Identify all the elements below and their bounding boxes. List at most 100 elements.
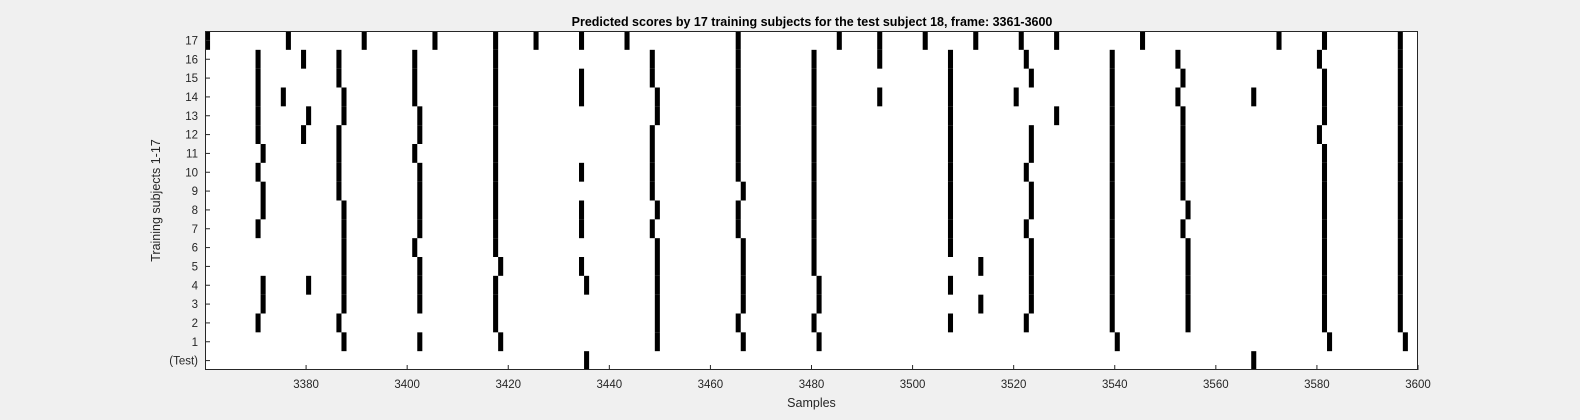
score-marker	[654, 275, 660, 295]
score-marker	[533, 31, 539, 50]
score-marker	[579, 219, 585, 239]
score-marker	[654, 313, 660, 333]
score-marker	[740, 181, 746, 201]
score-marker	[1251, 87, 1257, 107]
score-marker	[417, 257, 423, 276]
score-marker	[493, 68, 499, 88]
score-marker	[811, 106, 817, 126]
score-marker	[1321, 200, 1328, 220]
score-marker	[1397, 181, 1403, 201]
score-marker	[740, 257, 746, 276]
score-marker	[816, 275, 822, 295]
score-marker	[417, 162, 423, 182]
score-marker	[978, 257, 984, 276]
score-marker	[341, 332, 347, 352]
score-marker	[1109, 125, 1115, 144]
score-marker	[649, 49, 655, 69]
score-marker	[947, 219, 954, 239]
score-marker	[412, 49, 418, 69]
score-marker	[1109, 68, 1115, 88]
score-marker	[417, 106, 423, 126]
score-marker	[579, 68, 585, 88]
score-marker	[1397, 125, 1403, 144]
score-marker	[1180, 181, 1186, 201]
score-marker	[922, 31, 928, 50]
score-marker	[1109, 238, 1115, 257]
score-marker	[336, 181, 342, 201]
score-marker	[624, 31, 630, 50]
score-marker	[1321, 144, 1328, 163]
score-marker	[412, 68, 418, 88]
score-marker	[493, 49, 499, 69]
score-marker	[301, 125, 307, 144]
y-tick-label: 13	[185, 111, 198, 123]
score-marker	[255, 68, 261, 88]
score-marker	[1185, 238, 1191, 257]
score-marker	[811, 200, 817, 220]
score-marker	[1397, 238, 1403, 257]
score-markers	[205, 31, 1408, 370]
score-marker	[260, 181, 266, 201]
score-marker	[811, 144, 817, 163]
score-marker	[811, 219, 817, 239]
score-marker	[1180, 144, 1186, 163]
score-marker	[735, 219, 741, 239]
score-marker	[1109, 200, 1115, 220]
score-marker	[1109, 294, 1115, 314]
y-tick-label: 12	[185, 130, 198, 142]
score-marker	[493, 106, 499, 126]
y-tick-label: 7	[192, 224, 198, 236]
score-marker	[1028, 294, 1034, 314]
score-marker	[1109, 257, 1115, 276]
score-marker	[811, 162, 817, 182]
score-marker	[649, 181, 655, 201]
score-marker	[654, 257, 660, 276]
score-marker	[654, 294, 660, 314]
score-marker	[1397, 219, 1403, 239]
score-marker	[1321, 313, 1328, 333]
score-marker	[341, 106, 347, 126]
score-marker	[811, 125, 817, 144]
score-marker	[1397, 275, 1403, 295]
score-marker	[255, 87, 261, 107]
score-marker	[1028, 144, 1034, 163]
score-marker	[649, 144, 655, 163]
score-marker	[255, 49, 261, 69]
score-marker	[498, 257, 504, 276]
score-marker	[1180, 106, 1186, 126]
score-marker	[649, 125, 655, 144]
score-marker	[1180, 125, 1186, 144]
score-marker	[280, 87, 286, 107]
score-marker	[1018, 31, 1024, 50]
score-marker	[1185, 313, 1191, 333]
score-marker	[493, 238, 499, 257]
score-marker	[1251, 351, 1257, 370]
score-marker	[816, 332, 822, 352]
score-marker	[1013, 87, 1019, 107]
score-marker	[735, 31, 741, 50]
score-marker	[1028, 238, 1034, 257]
score-marker	[341, 200, 347, 220]
x-tick-label: 3560	[1203, 379, 1229, 391]
score-marker	[649, 68, 655, 88]
score-marker	[1321, 68, 1328, 88]
score-marker	[811, 257, 817, 276]
x-tick-label: 3380	[293, 379, 319, 391]
score-marker	[1054, 106, 1060, 126]
score-marker	[417, 181, 423, 201]
score-marker	[947, 49, 954, 69]
score-marker	[1185, 294, 1191, 314]
score-marker	[1397, 49, 1403, 69]
score-marker	[1321, 294, 1328, 314]
score-marker	[654, 200, 660, 220]
score-marker	[584, 275, 590, 295]
x-tick-label: 3440	[597, 379, 623, 391]
x-axis-label: Samples	[787, 396, 836, 410]
y-tick-label: 16	[185, 54, 198, 66]
score-marker	[947, 87, 954, 107]
score-marker	[1397, 162, 1403, 182]
score-marker	[493, 162, 499, 182]
score-marker	[341, 219, 347, 239]
score-marker	[947, 144, 954, 163]
score-marker	[1321, 162, 1328, 182]
